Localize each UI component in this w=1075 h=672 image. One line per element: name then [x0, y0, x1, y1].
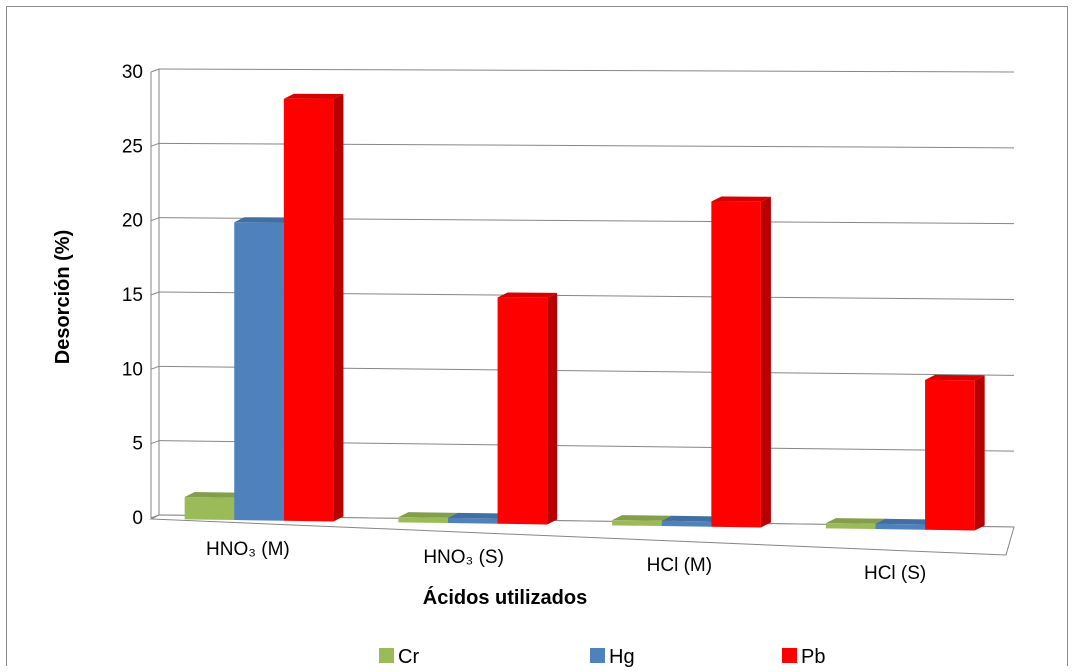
x-tick-labels: HNO₃ (M) HNO₃ (S) HCl (M) HCl (S) — [206, 539, 926, 584]
gridline-wall-edge — [150, 217, 160, 222]
bar-cr-0 — [184, 497, 235, 521]
y-tick-labels: 0 5 10 15 20 25 30 — [122, 62, 143, 529]
legend-swatch-hg — [590, 648, 605, 663]
gridline-wall-edge — [150, 440, 160, 445]
x-tick-label: HNO₃ (M) — [206, 539, 290, 560]
legend-label-pb: Pb — [801, 646, 825, 667]
bar-pb-3 — [925, 379, 975, 531]
bar-hg-3-top — [875, 518, 936, 525]
bar-cr-3-top — [825, 518, 886, 524]
bar-cr-1 — [398, 517, 448, 524]
y-tick-label: 15 — [122, 285, 143, 306]
legend-swatch-cr — [379, 648, 394, 663]
bar-hg-1 — [447, 517, 498, 524]
bar-hg-0 — [234, 222, 284, 521]
bar-pb-2 — [711, 201, 761, 528]
chart-frame: 0 5 10 15 20 25 30 HNO₃ (M) HNO₃ (S) HCl (M) HCl … — [6, 6, 1068, 668]
bar-pb-1-side — [547, 292, 558, 525]
legend-swatch-pb — [782, 648, 797, 663]
y-tick-label: 10 — [122, 359, 143, 380]
bar-hg-2-top — [661, 515, 722, 522]
y-tick-label: 30 — [122, 62, 143, 83]
bar-cr-2 — [612, 520, 662, 527]
x-tick-label: HCl (M) — [647, 555, 712, 576]
bar-pb-1 — [497, 297, 548, 525]
bar-hg-3 — [875, 523, 926, 530]
bar-pb-0 — [283, 98, 334, 522]
x-axis-title: Ácidos utilizados — [423, 586, 587, 609]
y-tick-label: 25 — [122, 136, 143, 157]
bar-pb-3-top — [925, 374, 985, 381]
bars — [184, 93, 985, 531]
bar-cr-3 — [825, 523, 876, 530]
bar-pb-2-top — [711, 196, 771, 202]
y-axis-title: Desorción (%) — [52, 230, 74, 364]
bar-pb-1-top — [497, 292, 558, 298]
bar-cr-2-top — [612, 515, 672, 521]
x-tick-label: HCl (S) — [864, 563, 926, 584]
gridline-wall-edge — [150, 365, 160, 370]
gridline-wall-edge — [150, 291, 160, 296]
chart-svg: 0 5 10 15 20 25 30 HNO₃ (M) HNO₃ (S) HCl (M) HCl … — [52, 62, 1015, 668]
gridline-wall-edge — [150, 68, 160, 73]
legend: Cr Hg Pb — [379, 646, 825, 668]
gridline — [158, 68, 1015, 73]
bar-hg-2 — [661, 520, 712, 527]
y-tick-label: 0 — [132, 508, 143, 529]
y-tick-label: 20 — [122, 211, 143, 232]
gridline-wall-edge — [150, 142, 160, 147]
x-tick-label: HNO₃ (S) — [423, 547, 504, 568]
bar-cr-0-top — [184, 492, 245, 498]
bar-hg-0-top — [234, 217, 294, 223]
bar-hg-1-top — [447, 512, 508, 519]
bar-cr-1-top — [398, 512, 458, 518]
bar-pb-0-side — [333, 93, 344, 522]
bar-pb-0-top — [283, 93, 344, 99]
y-tick-label: 5 — [132, 434, 143, 455]
bar-pb-2-side — [760, 196, 771, 528]
legend-label-hg: Hg — [609, 646, 635, 667]
bar-pb-3-side — [974, 375, 985, 531]
legend-label-cr: Cr — [398, 646, 419, 667]
